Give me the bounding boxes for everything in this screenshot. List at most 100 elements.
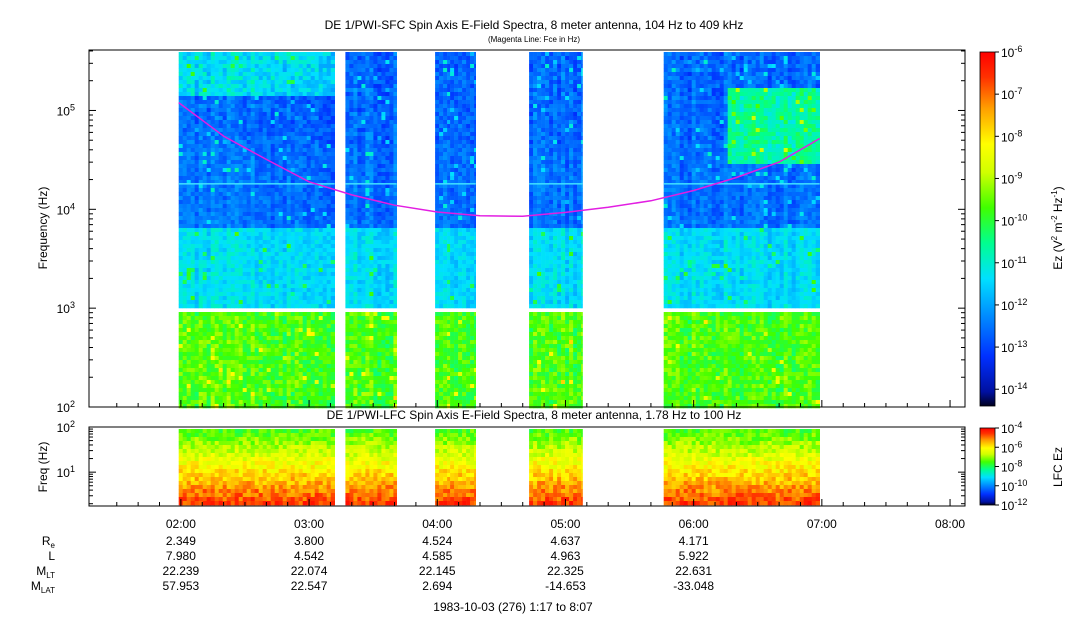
spectrogram-cell bbox=[274, 348, 279, 353]
spectrogram-cell bbox=[439, 156, 444, 161]
spectrogram-cell bbox=[278, 200, 283, 205]
spectrogram-cell bbox=[389, 192, 394, 197]
spectrogram-cell bbox=[218, 316, 223, 321]
spectrogram-cell bbox=[290, 360, 295, 365]
spectrogram-cell bbox=[381, 216, 386, 221]
spectrogram-cell bbox=[254, 204, 259, 209]
spectrogram-cell bbox=[373, 332, 378, 337]
spectrogram-cell bbox=[369, 128, 374, 133]
spectrogram-cell bbox=[302, 76, 307, 81]
spectrogram-cell bbox=[439, 248, 444, 253]
spectrogram-cell bbox=[258, 228, 263, 233]
spectrogram-cell bbox=[326, 176, 331, 181]
spectrogram-cell bbox=[198, 184, 203, 189]
spectrogram-cell bbox=[298, 360, 303, 365]
spectrogram-cell bbox=[242, 232, 247, 237]
spectrogram-cell bbox=[274, 256, 279, 261]
spectrogram-cell bbox=[194, 148, 199, 153]
spectrogram-cell bbox=[214, 292, 219, 297]
spectrogram-cell bbox=[258, 324, 263, 329]
spectrogram-cell bbox=[214, 140, 219, 145]
spectrogram-cell bbox=[210, 220, 215, 225]
spectrogram-cell bbox=[306, 272, 311, 277]
spectrogram-cell bbox=[353, 188, 358, 193]
spectrogram-cell bbox=[389, 60, 394, 65]
spectrogram-cell bbox=[182, 52, 187, 57]
spectrogram-cell bbox=[182, 292, 187, 297]
spectrogram-cell bbox=[214, 132, 219, 137]
spectrogram-cell bbox=[194, 268, 199, 273]
spectrogram-cell bbox=[349, 224, 354, 229]
spectrogram-cell bbox=[310, 224, 315, 229]
spectrogram-cell bbox=[254, 284, 259, 289]
spectrogram-cell bbox=[318, 52, 323, 57]
spectrogram-cell bbox=[262, 368, 267, 373]
spectrogram-cell bbox=[345, 356, 350, 361]
spectrogram-cell bbox=[443, 296, 448, 301]
spectrogram-cell bbox=[330, 76, 335, 81]
spectrogram-cell bbox=[435, 172, 440, 177]
spectrogram-cell bbox=[178, 388, 183, 393]
spectrogram-cell bbox=[314, 324, 319, 329]
spectrogram-cell bbox=[226, 112, 231, 117]
spectrogram-cell bbox=[222, 260, 227, 265]
spectrogram-cell bbox=[262, 52, 267, 57]
spectrogram-cell bbox=[330, 352, 335, 357]
spectrogram-cell bbox=[190, 372, 195, 377]
spectrogram-cell bbox=[254, 332, 259, 337]
spectrogram-cell bbox=[330, 196, 335, 201]
spectrogram-cell bbox=[450, 204, 455, 209]
spectrogram-cell bbox=[186, 356, 191, 361]
spectrogram-cell bbox=[266, 224, 271, 229]
spectrogram-cell bbox=[242, 220, 247, 225]
spectrogram-cell bbox=[234, 260, 239, 265]
spectrogram-cell bbox=[306, 116, 311, 121]
spectrogram-cell bbox=[282, 316, 287, 321]
spectrogram-cell bbox=[353, 380, 358, 385]
spectrogram-cell bbox=[385, 144, 390, 149]
spectrogram-cell bbox=[298, 332, 303, 337]
spectrogram-cell bbox=[369, 244, 374, 249]
spectrogram-cell bbox=[286, 256, 291, 261]
spectrogram-cell bbox=[439, 360, 444, 365]
spectrogram-cell bbox=[326, 200, 331, 205]
spectrogram-cell bbox=[238, 108, 243, 113]
spectrogram-cell bbox=[322, 112, 327, 117]
spectrogram-cell bbox=[202, 184, 207, 189]
spectrogram-cell bbox=[258, 340, 263, 345]
spectrogram-cell bbox=[345, 120, 350, 125]
spectrogram-cell bbox=[194, 132, 199, 137]
spectrogram-cell bbox=[282, 280, 287, 285]
spectrogram-cell bbox=[182, 120, 187, 125]
spectrogram-cell bbox=[278, 144, 283, 149]
spectrogram-cell bbox=[282, 172, 287, 177]
spectrogram-cell bbox=[357, 328, 362, 333]
spectrogram-cell bbox=[218, 120, 223, 125]
spectrogram-cell bbox=[254, 108, 259, 113]
spectrogram-cell bbox=[190, 368, 195, 373]
spectrogram-cell bbox=[443, 220, 448, 225]
spectrogram-cell bbox=[226, 340, 231, 345]
spectrogram-cell bbox=[306, 124, 311, 129]
spectrogram-cell bbox=[262, 396, 267, 401]
spectrogram-cell bbox=[206, 56, 211, 61]
spectrogram-cell bbox=[186, 232, 191, 237]
spectrogram-cell bbox=[345, 136, 350, 141]
spectrogram-cell bbox=[302, 340, 307, 345]
spectrogram-cell bbox=[190, 288, 195, 293]
spectrogram-cell bbox=[365, 76, 370, 81]
spectrogram-cell bbox=[450, 52, 455, 57]
spectrogram-cell bbox=[393, 276, 397, 281]
spectrogram-cell bbox=[310, 316, 315, 321]
spectrogram-cell bbox=[214, 284, 219, 289]
spectrogram-cell bbox=[306, 380, 311, 385]
spectrogram-cell bbox=[393, 136, 397, 141]
spectrogram-cell bbox=[302, 96, 307, 101]
spectrogram-cell bbox=[377, 348, 382, 353]
spectrogram-cell bbox=[447, 244, 451, 249]
spectrogram-cell bbox=[357, 344, 362, 349]
spectrogram-cell bbox=[202, 256, 207, 261]
spectrogram-cell bbox=[278, 160, 283, 165]
spectrogram-cell bbox=[218, 148, 223, 153]
spectrogram-cell bbox=[282, 312, 287, 317]
